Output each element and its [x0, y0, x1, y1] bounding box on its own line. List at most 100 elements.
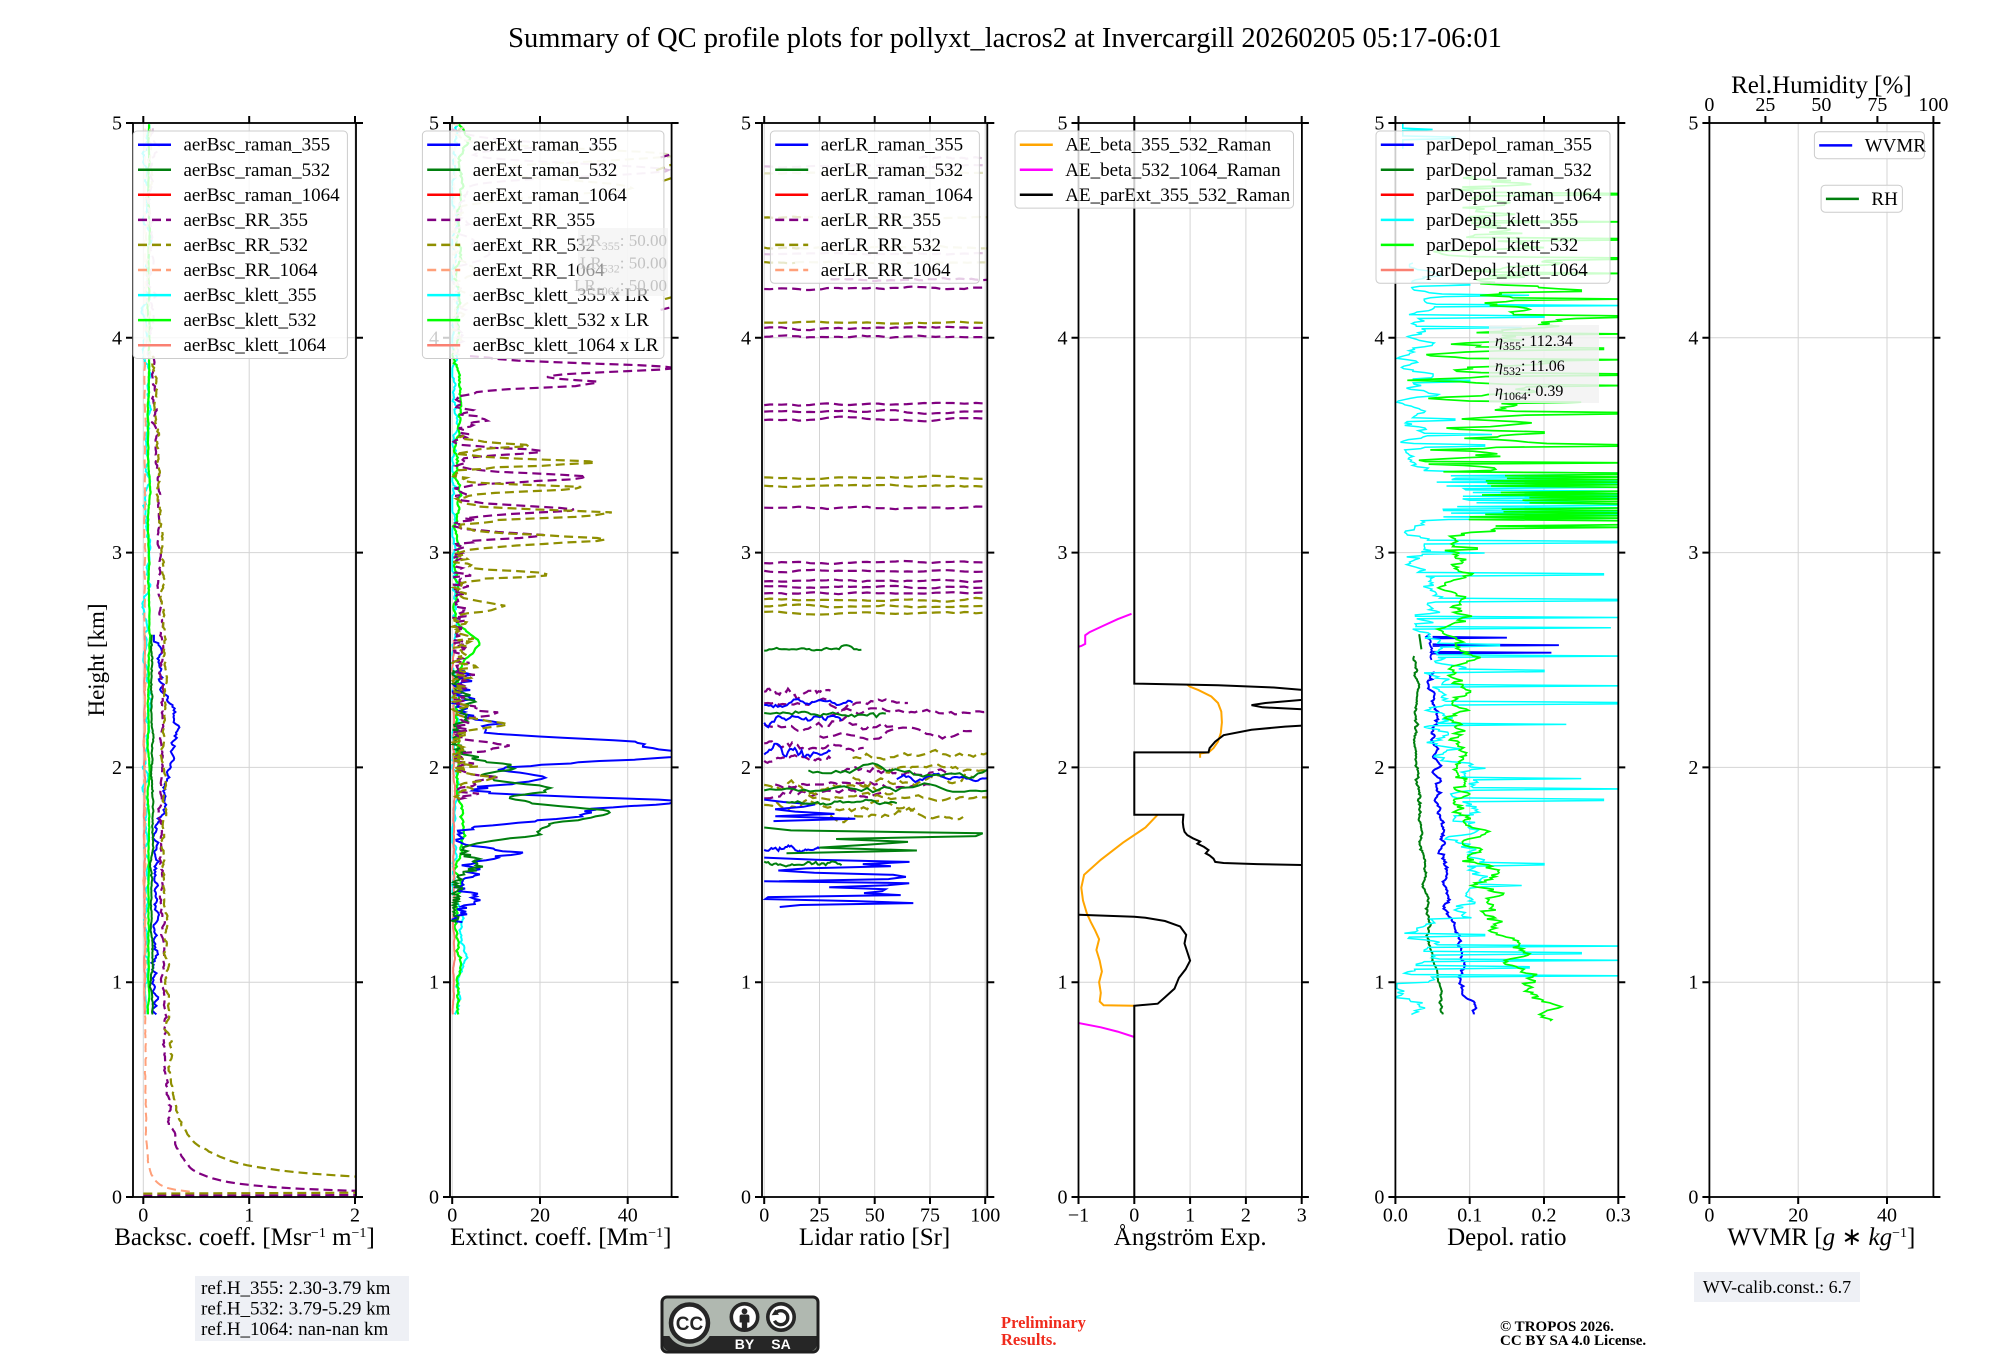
svg-text:WV-calib.const.: 6.7: WV-calib.const.: 6.7 [1703, 1277, 1851, 1297]
svg-text:4: 4 [1058, 327, 1068, 349]
svg-text:3: 3 [741, 542, 751, 564]
svg-text:1: 1 [741, 972, 751, 994]
svg-text:aerBsc_klett_1064: aerBsc_klett_1064 [184, 335, 327, 356]
svg-text:3: 3 [112, 542, 122, 564]
svg-text:aerBsc_RR_355: aerBsc_RR_355 [184, 210, 309, 231]
svg-text:AE_beta_532_1064_Raman: AE_beta_532_1064_Raman [1065, 160, 1281, 181]
svg-text:100: 100 [1918, 94, 1948, 116]
svg-text:20: 20 [530, 1205, 550, 1227]
svg-text:75: 75 [920, 1205, 940, 1227]
svg-text:aerExt_RR_532: aerExt_RR_532 [473, 235, 595, 256]
svg-text:0: 0 [1058, 1187, 1068, 1209]
svg-text:40: 40 [1877, 1205, 1897, 1227]
svg-text:3: 3 [1688, 542, 1698, 564]
svg-text:ref.H_355: 2.30-3.79 km: ref.H_355: 2.30-3.79 km [201, 1278, 391, 1299]
svg-text:3: 3 [1374, 542, 1384, 564]
svg-text:0: 0 [1374, 1187, 1384, 1209]
svg-text:Summary of QC profile plots fo: Summary of QC profile plots for pollyxt_… [508, 23, 1502, 54]
svg-text:SA: SA [771, 1336, 790, 1352]
svg-text:aerLR_RR_532: aerLR_RR_532 [821, 235, 941, 256]
svg-text:aerLR_RR_355: aerLR_RR_355 [821, 210, 941, 231]
svg-text:0: 0 [447, 1205, 457, 1227]
svg-text:aerLR_raman_532: aerLR_raman_532 [821, 160, 963, 181]
svg-text:25: 25 [1755, 94, 1775, 116]
svg-text:25: 25 [810, 1205, 830, 1227]
svg-text:Extinct. coeff. [Mm−1​]: Extinct. coeff. [Mm−1​] [450, 1224, 671, 1251]
svg-text:CC: CC [676, 1314, 704, 1335]
svg-text:1: 1 [429, 972, 439, 994]
svg-text:5: 5 [1058, 113, 1068, 135]
svg-text:aerBsc_klett_532 x LR: aerBsc_klett_532 x LR [473, 310, 650, 331]
svg-text:2: 2 [1241, 1205, 1251, 1227]
svg-text:aerExt_RR_1064: aerExt_RR_1064 [473, 260, 605, 281]
svg-text:0: 0 [1704, 1205, 1714, 1227]
svg-text:AE_beta_355_532_Raman: AE_beta_355_532_Raman [1065, 135, 1271, 156]
svg-text:0: 0 [741, 1187, 751, 1209]
svg-text:4: 4 [1374, 327, 1384, 349]
svg-text:5: 5 [429, 113, 439, 135]
svg-text:4: 4 [741, 327, 751, 349]
svg-text:0: 0 [138, 1205, 148, 1227]
svg-text:3: 3 [429, 542, 439, 564]
svg-text:aerExt_raman_355: aerExt_raman_355 [473, 135, 618, 156]
svg-text:Preliminary: Preliminary [1001, 1313, 1087, 1332]
svg-text:Depol. ratio: Depol. ratio [1447, 1224, 1566, 1251]
svg-text:1: 1 [1185, 1205, 1195, 1227]
svg-text:−1: −1 [1068, 1205, 1089, 1227]
svg-text:20: 20 [1788, 1205, 1808, 1227]
svg-text:parDepol_klett_355: parDepol_klett_355 [1426, 210, 1578, 231]
svg-text:0: 0 [429, 1187, 439, 1209]
svg-text:aerBsc_RR_532: aerBsc_RR_532 [184, 235, 309, 256]
svg-text:RH: RH [1871, 189, 1898, 210]
svg-text:2: 2 [350, 1205, 360, 1227]
svg-text:Backsc. coeff. [Msr−1​ m−1​]: Backsc. coeff. [Msr−1​ m−1​] [114, 1224, 375, 1251]
svg-text:aerBsc_RR_1064: aerBsc_RR_1064 [184, 260, 319, 281]
svg-text:2: 2 [1058, 757, 1068, 779]
svg-text:1: 1 [1374, 972, 1384, 994]
svg-text:LR355​: 50.00: LR355​: 50.00 [580, 231, 667, 253]
svg-text:0: 0 [759, 1205, 769, 1227]
svg-text:0.1: 0.1 [1457, 1205, 1482, 1227]
svg-text:AE_parExt_355_532_Raman: AE_parExt_355_532_Raman [1065, 185, 1290, 206]
svg-text:aerBsc_klett_1064 x LR: aerBsc_klett_1064 x LR [473, 335, 659, 356]
svg-text:5: 5 [1688, 113, 1698, 135]
svg-text:2: 2 [429, 757, 439, 779]
svg-text:parDepol_klett_1064: parDepol_klett_1064 [1426, 260, 1588, 281]
svg-text:0: 0 [112, 1187, 122, 1209]
svg-text:40: 40 [618, 1205, 638, 1227]
svg-text:3: 3 [1297, 1205, 1307, 1227]
svg-text:aerBsc_klett_355: aerBsc_klett_355 [184, 285, 317, 306]
svg-text:aerLR_raman_355: aerLR_raman_355 [821, 135, 963, 156]
svg-text:WVMR [g ∗ kg−1​]: WVMR [g ∗ kg−1​] [1727, 1224, 1915, 1251]
svg-text:2: 2 [1688, 757, 1698, 779]
svg-text:4: 4 [112, 327, 122, 349]
svg-text:0: 0 [1129, 1205, 1139, 1227]
svg-text:5: 5 [1374, 113, 1384, 135]
svg-text:BY: BY [735, 1336, 755, 1352]
svg-text:aerLR_RR_1064: aerLR_RR_1064 [821, 260, 951, 281]
svg-text:WVMR: WVMR [1865, 135, 1927, 156]
svg-text:parDepol_raman_355: parDepol_raman_355 [1426, 135, 1592, 156]
svg-text:100: 100 [970, 1205, 1000, 1227]
svg-text:50: 50 [1811, 94, 1831, 116]
svg-text:3: 3 [1058, 542, 1068, 564]
svg-text:0.2: 0.2 [1532, 1205, 1557, 1227]
svg-text:LR532​: 50.00: LR532​: 50.00 [580, 254, 667, 276]
svg-text:aerBsc_raman_1064: aerBsc_raman_1064 [184, 185, 341, 206]
svg-text:aerBsc_klett_532: aerBsc_klett_532 [184, 310, 317, 331]
svg-text:1: 1 [1058, 972, 1068, 994]
svg-text:1: 1 [244, 1205, 254, 1227]
svg-text:© TROPOS 2026.: © TROPOS 2026. [1500, 1319, 1614, 1335]
svg-text:50: 50 [865, 1205, 885, 1227]
svg-text:2: 2 [112, 757, 122, 779]
svg-text:LR1064​: 50.00: LR1064​: 50.00 [574, 276, 667, 298]
svg-text:0.3: 0.3 [1606, 1205, 1631, 1227]
svg-text:0: 0 [1704, 94, 1714, 116]
svg-text:parDepol_raman_532: parDepol_raman_532 [1426, 160, 1592, 181]
svg-text:4: 4 [1688, 327, 1698, 349]
svg-text:Height [km]: Height [km] [84, 603, 109, 716]
svg-text:aerBsc_raman_532: aerBsc_raman_532 [184, 160, 331, 181]
svg-text:aerExt_raman_532: aerExt_raman_532 [473, 160, 618, 181]
svg-text:0: 0 [1688, 1187, 1698, 1209]
svg-text:Results.: Results. [1001, 1330, 1056, 1349]
